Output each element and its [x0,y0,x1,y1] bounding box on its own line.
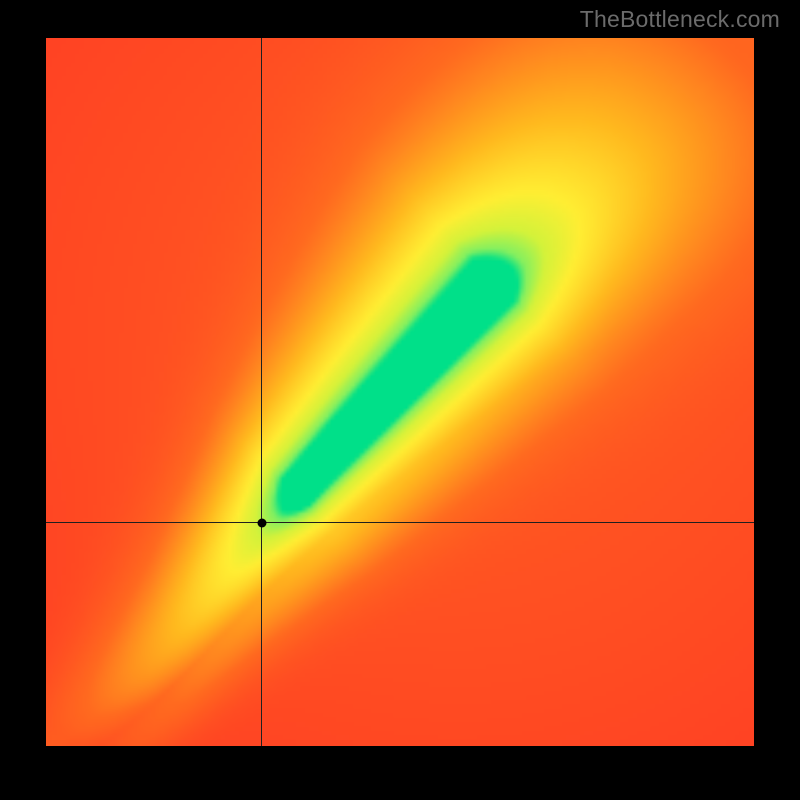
crosshair-marker-dot [257,518,266,527]
chart-container: TheBottleneck.com [0,0,800,800]
watermark-text: TheBottleneck.com [580,6,780,33]
heatmap-plot [46,38,754,746]
heatmap-canvas [46,38,754,746]
crosshair-horizontal [46,522,754,523]
crosshair-vertical [261,38,262,746]
